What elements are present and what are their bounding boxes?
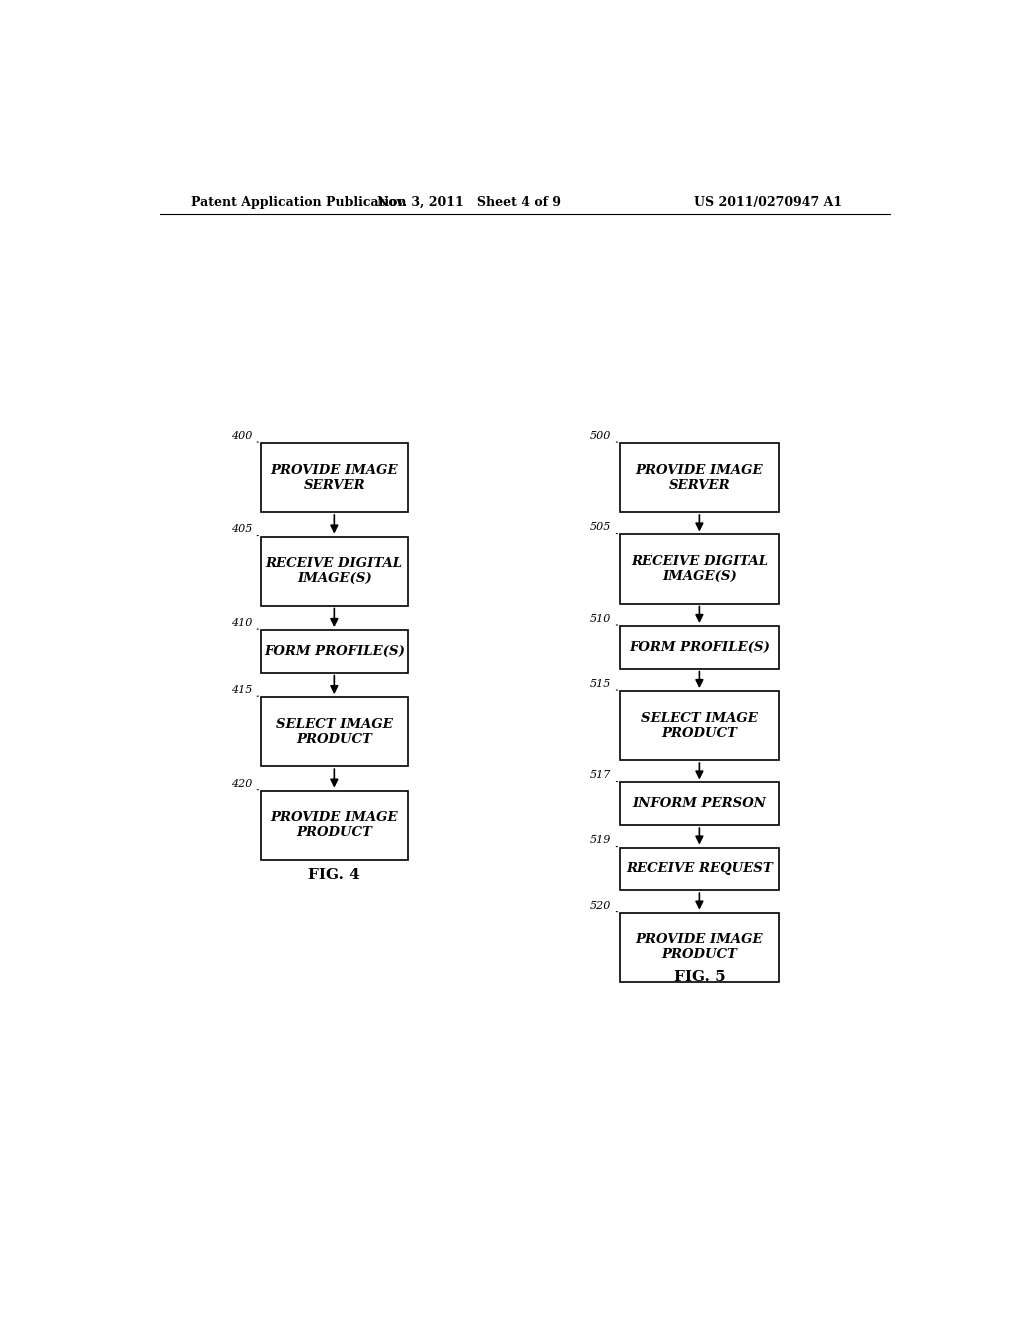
Text: SELECT IMAGE
PRODUCT: SELECT IMAGE PRODUCT (641, 711, 758, 739)
Text: RECEIVE REQUEST: RECEIVE REQUEST (626, 862, 773, 875)
Bar (620, 690, 778, 760)
Text: PROVIDE IMAGE
SERVER: PROVIDE IMAGE SERVER (270, 463, 398, 491)
Text: Patent Application Publication: Patent Application Publication (191, 195, 407, 209)
Text: 510: 510 (590, 614, 611, 624)
Text: 500: 500 (590, 430, 611, 441)
Text: 415: 415 (230, 685, 252, 696)
Bar (261, 444, 408, 512)
Text: PROVIDE IMAGE
SERVER: PROVIDE IMAGE SERVER (636, 463, 763, 491)
Text: INFORM PERSON: INFORM PERSON (633, 797, 766, 810)
Bar (620, 912, 778, 982)
Bar (620, 626, 778, 669)
Text: 400: 400 (230, 430, 252, 441)
Bar (620, 535, 778, 603)
Text: 410: 410 (230, 618, 252, 628)
Text: FIG. 4: FIG. 4 (308, 869, 360, 882)
Bar (261, 630, 408, 673)
Text: US 2011/0270947 A1: US 2011/0270947 A1 (694, 195, 842, 209)
Text: 420: 420 (230, 779, 252, 788)
Bar (261, 536, 408, 606)
Text: 405: 405 (230, 524, 252, 535)
Text: 519: 519 (590, 836, 611, 846)
Text: PROVIDE IMAGE
PRODUCT: PROVIDE IMAGE PRODUCT (636, 933, 763, 961)
Text: 520: 520 (590, 900, 611, 911)
Text: RECEIVE DIGITAL
IMAGE(S): RECEIVE DIGITAL IMAGE(S) (266, 557, 402, 585)
Text: RECEIVE DIGITAL
IMAGE(S): RECEIVE DIGITAL IMAGE(S) (631, 554, 768, 583)
Text: PROVIDE IMAGE
PRODUCT: PROVIDE IMAGE PRODUCT (270, 812, 398, 840)
Text: 517: 517 (590, 771, 611, 780)
Text: 505: 505 (590, 523, 611, 532)
Bar (620, 783, 778, 825)
Bar (620, 847, 778, 890)
Text: FIG. 5: FIG. 5 (674, 970, 725, 983)
Text: 515: 515 (590, 678, 611, 689)
Bar (620, 444, 778, 512)
Text: SELECT IMAGE
PRODUCT: SELECT IMAGE PRODUCT (275, 718, 393, 746)
Bar (261, 791, 408, 859)
Bar (261, 697, 408, 766)
Text: FORM PROFILE(S): FORM PROFILE(S) (264, 645, 404, 657)
Text: Nov. 3, 2011   Sheet 4 of 9: Nov. 3, 2011 Sheet 4 of 9 (377, 195, 561, 209)
Text: FORM PROFILE(S): FORM PROFILE(S) (629, 640, 770, 653)
